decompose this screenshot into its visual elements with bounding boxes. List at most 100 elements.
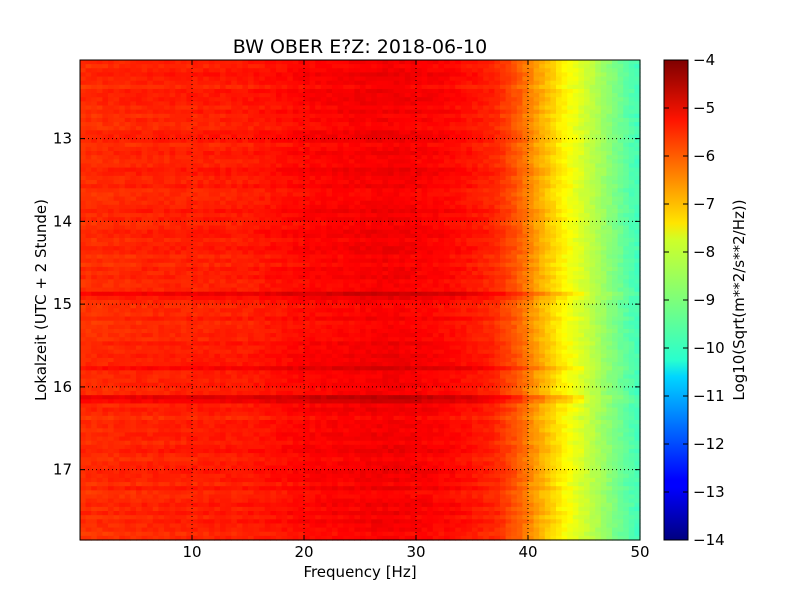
heatmap-cell <box>343 68 350 74</box>
heatmap-cell <box>382 180 389 185</box>
heatmap-cell <box>113 97 120 102</box>
heatmap-cell <box>393 188 400 194</box>
heatmap-cell <box>399 171 406 177</box>
heatmap-cell <box>410 105 417 111</box>
heatmap-cell <box>617 250 624 256</box>
heatmap-cell <box>225 134 232 140</box>
heatmap-cell <box>192 254 199 260</box>
heatmap-cell <box>298 126 305 131</box>
heatmap-cell <box>208 68 215 74</box>
heatmap-cell <box>102 188 109 194</box>
heatmap-cell <box>488 126 495 131</box>
heatmap-cell <box>449 122 456 127</box>
heatmap-cell <box>136 163 143 169</box>
heatmap-cell <box>180 175 187 181</box>
heatmap-cell <box>192 155 199 160</box>
heatmap-cell <box>634 246 641 251</box>
heatmap-cell <box>292 175 299 181</box>
heatmap-cell <box>287 105 294 111</box>
heatmap-cell <box>623 254 630 260</box>
heatmap-cell <box>175 229 182 235</box>
heatmap-cell <box>628 134 635 140</box>
heatmap-cell <box>164 64 171 69</box>
heatmap-cell <box>438 155 445 160</box>
heatmap-cell <box>410 134 417 140</box>
heatmap-cell <box>253 180 260 185</box>
heatmap-cell <box>488 151 495 156</box>
heatmap-cell <box>516 208 523 214</box>
heatmap-cell <box>533 254 540 260</box>
heatmap-cell <box>511 142 518 148</box>
heatmap-cell <box>371 225 378 231</box>
heatmap-cell <box>584 60 591 65</box>
heatmap-cell <box>427 246 434 251</box>
heatmap-cell <box>180 204 187 210</box>
heatmap-cell <box>208 200 215 206</box>
heatmap-cell <box>124 208 131 214</box>
heatmap-cell <box>505 80 512 86</box>
heatmap-cell <box>152 134 159 140</box>
heatmap-cell <box>91 80 98 86</box>
heatmap-cell <box>315 76 322 82</box>
heatmap-cell <box>488 134 495 140</box>
heatmap-cell <box>102 196 109 202</box>
heatmap-cell <box>326 204 333 210</box>
heatmap-cell <box>634 117 641 123</box>
heatmap-cell <box>214 134 221 140</box>
heatmap-cell <box>337 117 344 123</box>
heatmap-cell <box>220 97 227 102</box>
heatmap-cell <box>147 246 154 251</box>
heatmap-cell <box>337 188 344 194</box>
heatmap-cell <box>600 64 607 69</box>
heatmap-cell <box>175 64 182 69</box>
heatmap-cell <box>136 64 143 69</box>
heatmap-cell <box>544 68 551 74</box>
heatmap-cell <box>360 72 367 78</box>
heatmap-cell <box>304 208 311 214</box>
heatmap-cell <box>354 262 361 268</box>
heatmap-cell <box>236 204 243 210</box>
heatmap-cell <box>253 60 260 65</box>
heatmap-cell <box>438 88 445 94</box>
heatmap-cell <box>220 163 227 169</box>
heatmap-cell <box>494 101 501 107</box>
heatmap-cell <box>444 146 451 152</box>
heatmap-cell <box>483 122 490 127</box>
heatmap-cell <box>186 101 193 107</box>
heatmap-cell <box>460 184 467 189</box>
heatmap-cell <box>483 188 490 194</box>
heatmap-cell <box>175 117 182 123</box>
heatmap-cell <box>589 250 596 256</box>
heatmap-cell <box>455 196 462 202</box>
heatmap-cell <box>180 159 187 165</box>
heatmap-cell <box>567 76 574 82</box>
heatmap-cell <box>606 80 613 86</box>
heatmap-cell <box>287 262 294 268</box>
heatmap-cell <box>539 88 546 94</box>
heatmap-cell <box>494 126 501 131</box>
heatmap-cell <box>556 233 563 239</box>
heatmap-cell <box>208 254 215 260</box>
heatmap-cell <box>270 242 277 247</box>
heatmap-cell <box>539 113 546 119</box>
heatmap-cell <box>404 163 411 169</box>
heatmap-cell <box>544 64 551 69</box>
heatmap-cell <box>511 233 518 239</box>
heatmap-cell <box>550 88 557 94</box>
heatmap-cell <box>628 258 635 264</box>
heatmap-cell <box>427 146 434 152</box>
heatmap-cell <box>567 242 574 247</box>
heatmap-cell <box>343 60 350 65</box>
heatmap-cell <box>360 76 367 82</box>
heatmap-cell <box>208 180 215 185</box>
heatmap-cell <box>214 142 221 148</box>
heatmap-cell <box>337 134 344 140</box>
heatmap-cell <box>287 242 294 247</box>
heatmap-cell <box>337 60 344 65</box>
heatmap-cell <box>371 204 378 210</box>
heatmap-cell <box>589 97 596 102</box>
heatmap-cell <box>544 151 551 156</box>
heatmap-cell <box>108 138 115 144</box>
heatmap-cell <box>343 84 350 90</box>
heatmap-cell <box>427 97 434 102</box>
